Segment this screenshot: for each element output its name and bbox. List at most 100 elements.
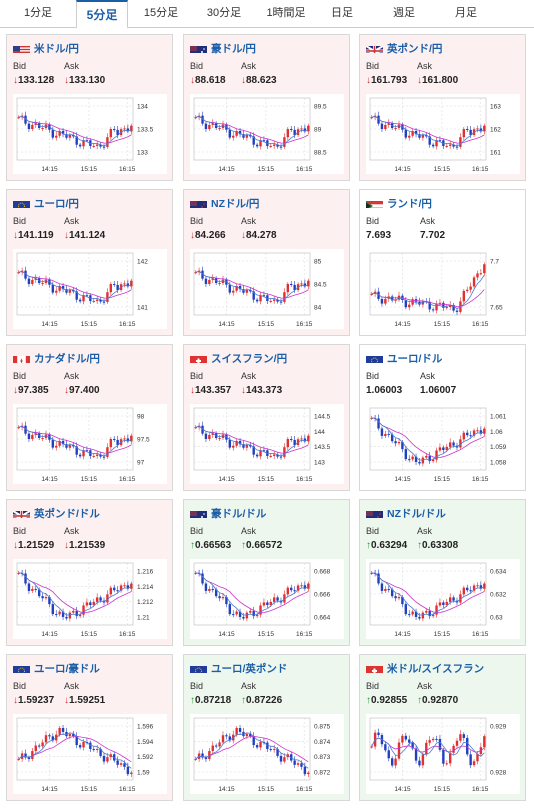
tab-0[interactable]: 1分足 — [23, 7, 53, 19]
rate-card[interactable]: スイスフラン/円 Bid Ask ↓143.357 ↓143.373 144.5 144 14… — [183, 344, 350, 491]
candle — [394, 596, 397, 599]
pair-name-link[interactable]: 米ドル/円 — [34, 42, 79, 55]
pair-name-link[interactable]: ユーロ/円 — [34, 197, 79, 210]
pair-name-link[interactable]: スイスフラン/円 — [211, 352, 288, 365]
arrow-down-icon: ↓ — [13, 75, 18, 86]
candle — [455, 310, 459, 312]
pair-name-link[interactable]: ユーロ/豪ドル — [34, 662, 100, 675]
rate-card[interactable]: カナダドル/円 Bid Ask ↓97.385 ↓97.400 98 97.5 97 14:15… — [6, 344, 173, 491]
candle — [394, 299, 397, 301]
pair-name-link[interactable]: 豪ドル/ドル — [211, 507, 267, 520]
tab-7[interactable]: 月足 — [455, 7, 477, 19]
rate-card[interactable]: 英ポンド/円 Bid Ask ↓161.793 ↓161.800 163 162 161 14:… — [359, 34, 526, 181]
rate-card[interactable]: ユーロ/ドル Bid Ask 1.06003 1.06007 1.061 1.06 1.059… — [359, 344, 526, 491]
candle — [106, 292, 109, 302]
rate-card[interactable]: NZドル/ドル Bid Ask ↑0.63294 ↑0.63308 0.634 0.632 0… — [359, 499, 526, 646]
tab-3[interactable]: 30分足 — [206, 7, 242, 19]
chart-container[interactable]: 144.5 144 143.5 143 14:15 15:15 16:15 — [190, 404, 344, 484]
chart-container[interactable]: 134 133.5 133 14:15 15:15 16:15 — [13, 94, 167, 174]
chart-container[interactable]: 85 84.5 84 14:15 15:15 16:15 — [190, 249, 344, 329]
card-header: 英ポンド/ドル — [13, 506, 100, 520]
candle — [204, 433, 208, 440]
chart-container[interactable]: 0.668 0.666 0.664 14:15 15:15 16:15 — [190, 559, 344, 639]
candle — [211, 123, 214, 125]
chart-container[interactable]: 0.875 0.874 0.873 0.872 14:15 15:15 16:15 — [190, 714, 344, 794]
candle — [431, 459, 435, 462]
chart-container[interactable]: 7.7 7.65 14:15 15:15 16:15 — [366, 249, 520, 329]
candle — [201, 573, 204, 584]
rate-card[interactable]: ユーロ/豪ドル Bid Ask ↓1.59237 ↓1.59251 1.596 1.594 1… — [6, 654, 173, 801]
y-tick-label: 7.65 — [490, 305, 503, 312]
tab-2[interactable]: 15分足 — [143, 7, 179, 19]
rate-card[interactable]: ユーロ/円 Bid Ask ↓141.119 ↓141.124 142 141 14:15 15… — [6, 189, 173, 336]
candle — [123, 128, 126, 130]
candle — [92, 455, 95, 457]
pair-name-link[interactable]: ユーロ/ドル — [387, 352, 443, 365]
tab-4[interactable]: 1時間足 — [266, 7, 306, 19]
rate-card[interactable]: ランド/円 Bid Ask 7.693 7.702 7.7 7.65 14:15 15:15 16… — [359, 189, 526, 336]
y-tick-label: 89 — [314, 127, 322, 134]
y-tick-label: 1.06 — [490, 429, 503, 436]
moving-average-line — [371, 417, 485, 461]
moving-average-line — [18, 115, 132, 144]
candle — [290, 587, 293, 591]
candle — [438, 302, 442, 304]
timeframe-tabs: 1分足 5分足 15分足 30分足 1時間足 日足 週足 月足 — [0, 0, 534, 29]
candle — [31, 124, 34, 130]
tab-6[interactable]: 週足 — [393, 7, 415, 19]
candle — [469, 435, 472, 437]
chart-container[interactable]: 1.061 1.06 1.059 1.058 14:15 15:15 16:15 — [366, 404, 520, 484]
rate-card[interactable]: 英ポンド/ドル Bid Ask ↓1.21529 ↓1.21539 1.216 1.214 1… — [6, 499, 173, 646]
pair-name-link[interactable]: 米ドル/スイスフラン — [387, 662, 485, 675]
candle — [75, 610, 78, 617]
pair-name-link[interactable]: ランド/円 — [387, 197, 432, 210]
moving-average-line — [195, 425, 309, 457]
tab-5[interactable]: 日足 — [331, 7, 353, 19]
y-tick-label: 88.5 — [314, 150, 327, 157]
chart-container[interactable]: 142 141 14:15 15:15 16:15 — [13, 249, 167, 329]
candle — [78, 745, 82, 748]
arrow-up-icon: ↑ — [241, 540, 246, 551]
rate-card[interactable]: 米ドル/スイスフラン Bid Ask ↑0.92855 ↑0.92870 0.929 0.9… — [359, 654, 526, 801]
tab-1[interactable]: 5分足 — [76, 0, 128, 29]
candle — [414, 611, 418, 617]
bid-price: 141.119 — [18, 230, 54, 241]
y-tick-label: 0.664 — [314, 615, 331, 622]
chart-container[interactable]: 0.634 0.632 0.63 14:15 15:15 16:15 — [366, 559, 520, 639]
y-tick-label: 1.592 — [137, 754, 154, 761]
card-header: NZドル/円 — [190, 196, 259, 210]
y-tick-label: 141 — [137, 305, 148, 312]
candle — [279, 755, 283, 762]
chart-container[interactable]: 98 97.5 97 14:15 15:15 16:15 — [13, 404, 167, 484]
candle — [459, 594, 462, 603]
pair-name-link[interactable]: カナダドル/円 — [34, 352, 100, 365]
pair-name-link[interactable]: NZドル/ドル — [387, 507, 446, 520]
chart-container[interactable]: 89.5 89 88.5 14:15 15:15 16:15 — [190, 94, 344, 174]
candle — [390, 589, 394, 597]
x-tick-label: 15:15 — [258, 786, 275, 793]
chart-container[interactable]: 1.596 1.594 1.592 1.59 14:15 15:15 16:15 — [13, 714, 167, 794]
candle — [307, 772, 310, 775]
pair-name-link[interactable]: 英ポンド/ドル — [34, 507, 100, 520]
pair-name-link[interactable]: NZドル/円 — [211, 197, 260, 210]
arrow-down-icon: ↓ — [366, 75, 371, 86]
card-header: NZドル/ドル — [366, 506, 446, 520]
bid-label: Bid — [13, 371, 27, 381]
chart-container[interactable]: 0.929 0.928 14:15 15:15 16:15 — [366, 714, 520, 794]
rate-card[interactable]: 豪ドル/円 Bid Ask ↓88.618 ↓88.623 89.5 89 88.5 14:15… — [183, 34, 350, 181]
candle — [262, 140, 266, 142]
candle — [130, 435, 133, 442]
rate-card[interactable]: NZドル/円 Bid Ask ↓84.266 ↓84.278 85 84.5 84 14:15 1… — [183, 189, 350, 336]
rate-card[interactable]: 米ドル/円 Bid Ask ↓133.128 ↓133.130 134 133.5 133 14… — [6, 34, 173, 181]
chart-container[interactable]: 1.216 1.214 1.212 1.21 14:15 15:15 16:15 — [13, 559, 167, 639]
pair-name-link[interactable]: 英ポンド/円 — [387, 42, 443, 55]
x-tick-label: 16:15 — [472, 631, 489, 638]
ask-label: Ask — [64, 216, 80, 226]
chart-container[interactable]: 163 162 161 14:15 15:15 16:15 — [366, 94, 520, 174]
pair-name-link[interactable]: 豪ドル/円 — [211, 42, 256, 55]
rate-card[interactable]: ユーロ/英ポンド Bid Ask ↑0.87218 ↑0.87226 0.875 0.874… — [183, 654, 350, 801]
candle — [119, 585, 123, 591]
rate-card[interactable]: 豪ドル/ドル Bid Ask ↑0.66563 ↑0.66572 0.668 0.666 0.… — [183, 499, 350, 646]
pair-name-link[interactable]: ユーロ/英ポンド — [211, 662, 288, 675]
candle — [255, 454, 259, 457]
